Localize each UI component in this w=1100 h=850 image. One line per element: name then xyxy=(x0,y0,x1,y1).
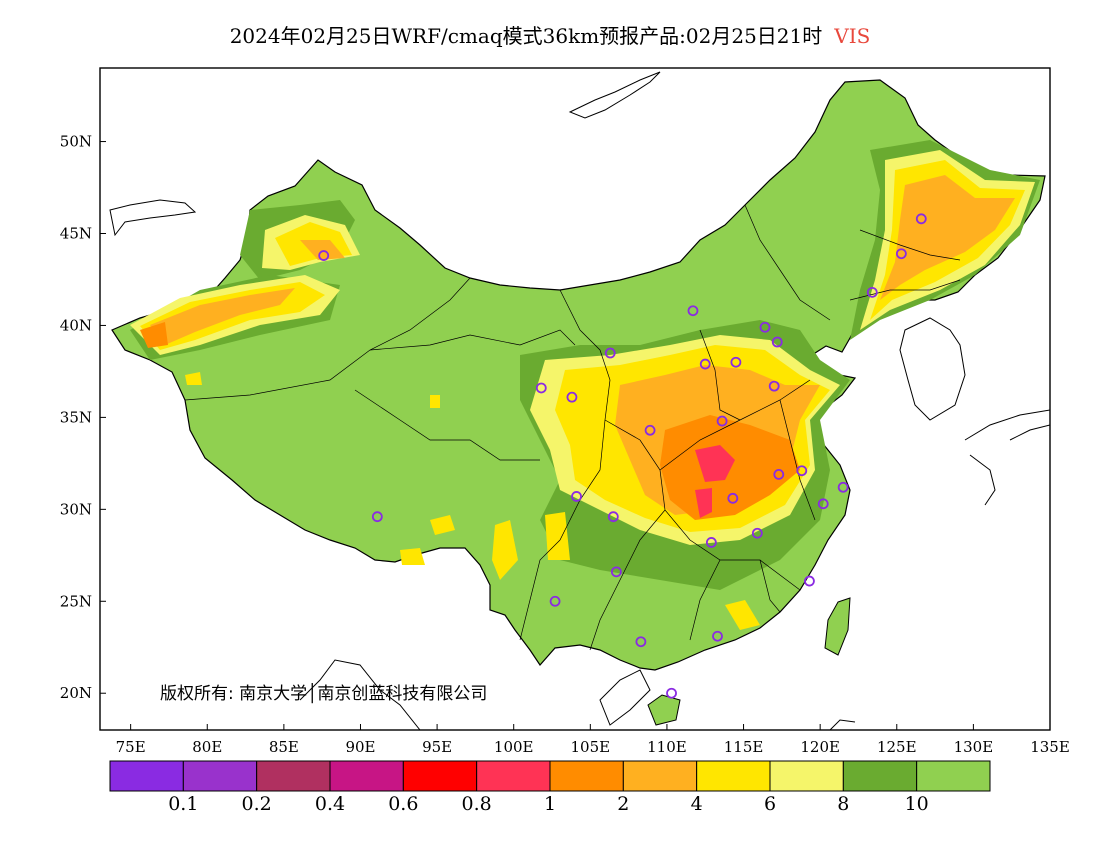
colorbar-swatch xyxy=(549,760,624,792)
lon-tick-label: 135E xyxy=(1030,738,1070,756)
province-boundaries xyxy=(184,204,961,651)
coastlines xyxy=(109,71,1050,730)
colorbar-label: 0.6 xyxy=(388,793,419,815)
station-markers xyxy=(318,213,927,699)
station-marker xyxy=(318,250,330,261)
colorbar-label: 10 xyxy=(904,793,929,815)
station-marker xyxy=(716,415,728,427)
title-text: 2024年02月25日WRF/cmaq模式36km预报产品:02月25日21时 xyxy=(229,24,823,48)
station-marker xyxy=(817,498,829,510)
station-marker xyxy=(610,566,622,578)
station-marker xyxy=(699,358,711,370)
station-marker xyxy=(712,630,723,642)
station-marker xyxy=(566,391,578,403)
lat-tick-label: 40N xyxy=(60,316,92,334)
lon-tick-label: 105E xyxy=(571,738,611,756)
colorbar-label: 0.2 xyxy=(241,793,272,815)
station-marker xyxy=(371,511,383,523)
lon-tick-label: 80E xyxy=(192,738,222,756)
colorbar-swatch xyxy=(769,760,844,792)
colorbar-swatch xyxy=(476,760,551,792)
station-marker xyxy=(535,382,547,394)
lat-tick-label: 45N xyxy=(60,225,92,243)
colorbar-swatch xyxy=(256,760,331,792)
station-marker xyxy=(730,356,742,368)
station-marker xyxy=(804,575,815,587)
lat-tick-label: 50N xyxy=(60,133,92,151)
station-marker xyxy=(751,527,763,539)
colorbar-label: 2 xyxy=(617,793,630,815)
station-marker xyxy=(607,511,619,523)
station-marker xyxy=(571,491,582,502)
lat-tick-label: 20N xyxy=(60,684,92,702)
hainan-island xyxy=(647,694,681,726)
colorbar-label: 1 xyxy=(543,793,557,815)
colorbar-swatch xyxy=(696,760,771,792)
colorbar-swatch xyxy=(329,760,404,792)
colorbar-swatch xyxy=(402,760,478,792)
copyright-notice: 版权所有: 南京大学│南京创蓝科技有限公司 xyxy=(160,684,488,704)
station-marker xyxy=(771,336,783,348)
taiwan-island xyxy=(824,597,851,656)
station-marker xyxy=(727,492,739,504)
colorbar-label: 0.8 xyxy=(461,793,492,815)
lon-tick-label: 110E xyxy=(647,738,687,756)
colorbar-swatch xyxy=(842,760,918,792)
variable-name: VIS xyxy=(834,24,871,48)
lon-tick-label: 100E xyxy=(494,738,534,756)
station-marker xyxy=(895,248,907,260)
station-marker xyxy=(687,305,699,317)
colorbar-swatch xyxy=(916,760,991,792)
lon-tick-label: 75E xyxy=(116,738,146,756)
colorbar-swatch xyxy=(622,760,698,792)
lon-tick-label: 90E xyxy=(345,738,375,756)
map-title: 2024年02月25日WRF/cmaq模式36km预报产品:02月25日21时 V… xyxy=(0,20,1100,49)
station-marker xyxy=(796,465,808,477)
lon-tick-label: 95E xyxy=(422,738,452,756)
station-marker xyxy=(635,636,647,648)
station-marker xyxy=(759,321,771,333)
station-marker xyxy=(644,424,656,436)
lat-tick-label: 25N xyxy=(60,592,92,610)
station-marker xyxy=(705,537,717,548)
station-marker xyxy=(604,347,616,359)
latitude-ticks: 20N 25N 30N 35N 40N 45N 50N xyxy=(60,133,106,702)
lon-tick-label: 115E xyxy=(724,738,764,756)
lat-tick-label: 35N xyxy=(60,408,92,426)
lon-tick-label: 130E xyxy=(954,738,994,756)
colorbar-swatch xyxy=(109,760,184,792)
station-marker xyxy=(837,481,849,493)
station-marker xyxy=(773,468,785,480)
colorbar-label: 0.1 xyxy=(168,793,199,815)
station-marker xyxy=(915,213,927,225)
lat-tick-label: 30N xyxy=(60,500,92,518)
station-marker xyxy=(666,687,677,699)
colorbar xyxy=(109,760,991,792)
lon-tick-label: 85E xyxy=(269,738,299,756)
map-body xyxy=(109,71,1050,730)
colorbar-label: 8 xyxy=(837,793,850,815)
colorbar-label: 0.4 xyxy=(314,793,346,815)
colorbar-label: 4 xyxy=(690,793,703,815)
lon-tick-label: 120E xyxy=(800,738,840,756)
lon-tick-label: 125E xyxy=(877,738,917,756)
station-marker xyxy=(549,595,561,607)
station-marker xyxy=(768,380,780,392)
colorbar-label: 6 xyxy=(763,793,777,815)
station-marker xyxy=(866,286,878,298)
map-frame xyxy=(99,67,1051,731)
longitude-ticks: 75E 80E 85E 90E 95E 100E 105E 110E 115E 120E 125E 1… xyxy=(116,724,1070,756)
colorbar-swatch xyxy=(182,760,258,792)
